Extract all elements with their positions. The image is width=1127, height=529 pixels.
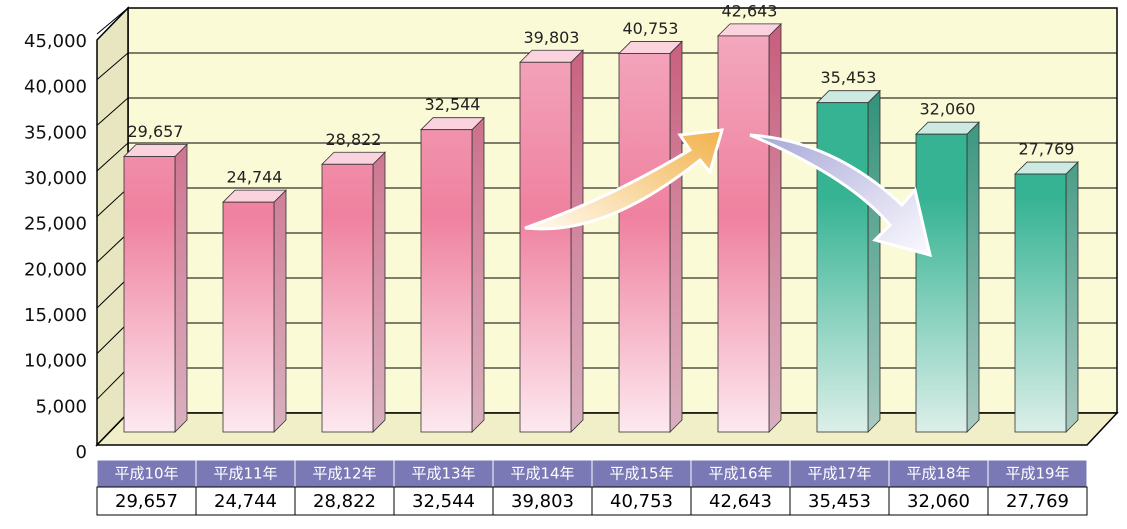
bar	[520, 50, 583, 432]
table-value: 32,544	[412, 491, 475, 512]
bar-side	[571, 50, 583, 432]
value-label: 32,060	[920, 100, 976, 119]
bar	[619, 41, 682, 432]
y-tick-label: 25,000	[24, 214, 87, 235]
bar-side	[472, 118, 484, 432]
category-label: 平成19年	[1005, 465, 1069, 483]
bar-side	[670, 41, 682, 432]
table-value: 28,822	[313, 491, 376, 512]
category-label: 平成17年	[807, 465, 871, 483]
bar-front	[124, 157, 175, 432]
chart: 0 5,000 10,000 15,000 20,000 25,000 30,000 35,0…	[0, 0, 1127, 525]
category-label: 平成10年	[114, 465, 178, 483]
table-value: 32,060	[907, 491, 970, 512]
table-value: 39,803	[511, 491, 574, 512]
bar-front	[916, 134, 967, 432]
side-wall	[97, 8, 128, 445]
y-tick-label: 15,000	[24, 305, 87, 326]
value-label: 32,544	[425, 95, 481, 114]
y-tick-label: 10,000	[24, 351, 87, 372]
bar	[1015, 162, 1078, 432]
bar-front	[421, 130, 472, 432]
value-label: 39,803	[524, 28, 580, 47]
category-label: 平成18年	[906, 465, 970, 483]
bar	[124, 145, 187, 432]
bar	[223, 190, 286, 432]
value-label: 40,753	[623, 19, 679, 38]
bar-front	[1015, 174, 1066, 432]
bar-front	[619, 53, 670, 432]
bar	[421, 118, 484, 432]
bar-side	[175, 145, 187, 432]
y-tick-label: 5,000	[35, 396, 87, 417]
y-tick-label: 0	[76, 442, 87, 463]
bar-front	[322, 164, 373, 432]
category-label: 平成14年	[510, 465, 574, 483]
category-label: 平成15年	[609, 465, 673, 483]
y-tick-label: 35,000	[24, 122, 87, 143]
bar-side	[274, 190, 286, 432]
bar-front	[718, 36, 769, 432]
y-tick-label: 30,000	[24, 168, 87, 189]
value-label: 28,822	[326, 130, 382, 149]
bar	[916, 122, 979, 432]
category-label: 平成12年	[312, 465, 376, 483]
value-label: 24,744	[227, 168, 283, 187]
table-value: 24,744	[214, 491, 277, 512]
value-label: 27,769	[1019, 140, 1075, 159]
bar-side	[967, 122, 979, 432]
y-tick-label: 45,000	[24, 31, 87, 52]
category-label: 平成11年	[213, 465, 277, 483]
category-label: 平成16年	[708, 465, 772, 483]
bar-front	[520, 62, 571, 432]
table-value: 40,753	[610, 491, 673, 512]
y-tick-label: 20,000	[24, 259, 87, 280]
bar-front	[223, 202, 274, 432]
value-label: 29,657	[128, 122, 184, 141]
bar	[817, 91, 880, 432]
value-label: 35,453	[821, 68, 877, 87]
value-label: 42,643	[722, 1, 778, 20]
bar	[322, 152, 385, 432]
bar-side	[1066, 162, 1078, 432]
table-value: 29,657	[115, 491, 178, 512]
y-tick-label: 40,000	[24, 77, 87, 98]
bar-side	[769, 24, 781, 432]
bar	[718, 24, 781, 432]
bar-side	[868, 91, 880, 432]
category-label: 平成13年	[411, 465, 475, 483]
bar-side	[373, 152, 385, 432]
table-value: 35,453	[808, 491, 871, 512]
table-value: 42,643	[709, 491, 772, 512]
table-value: 27,769	[1006, 491, 1069, 512]
